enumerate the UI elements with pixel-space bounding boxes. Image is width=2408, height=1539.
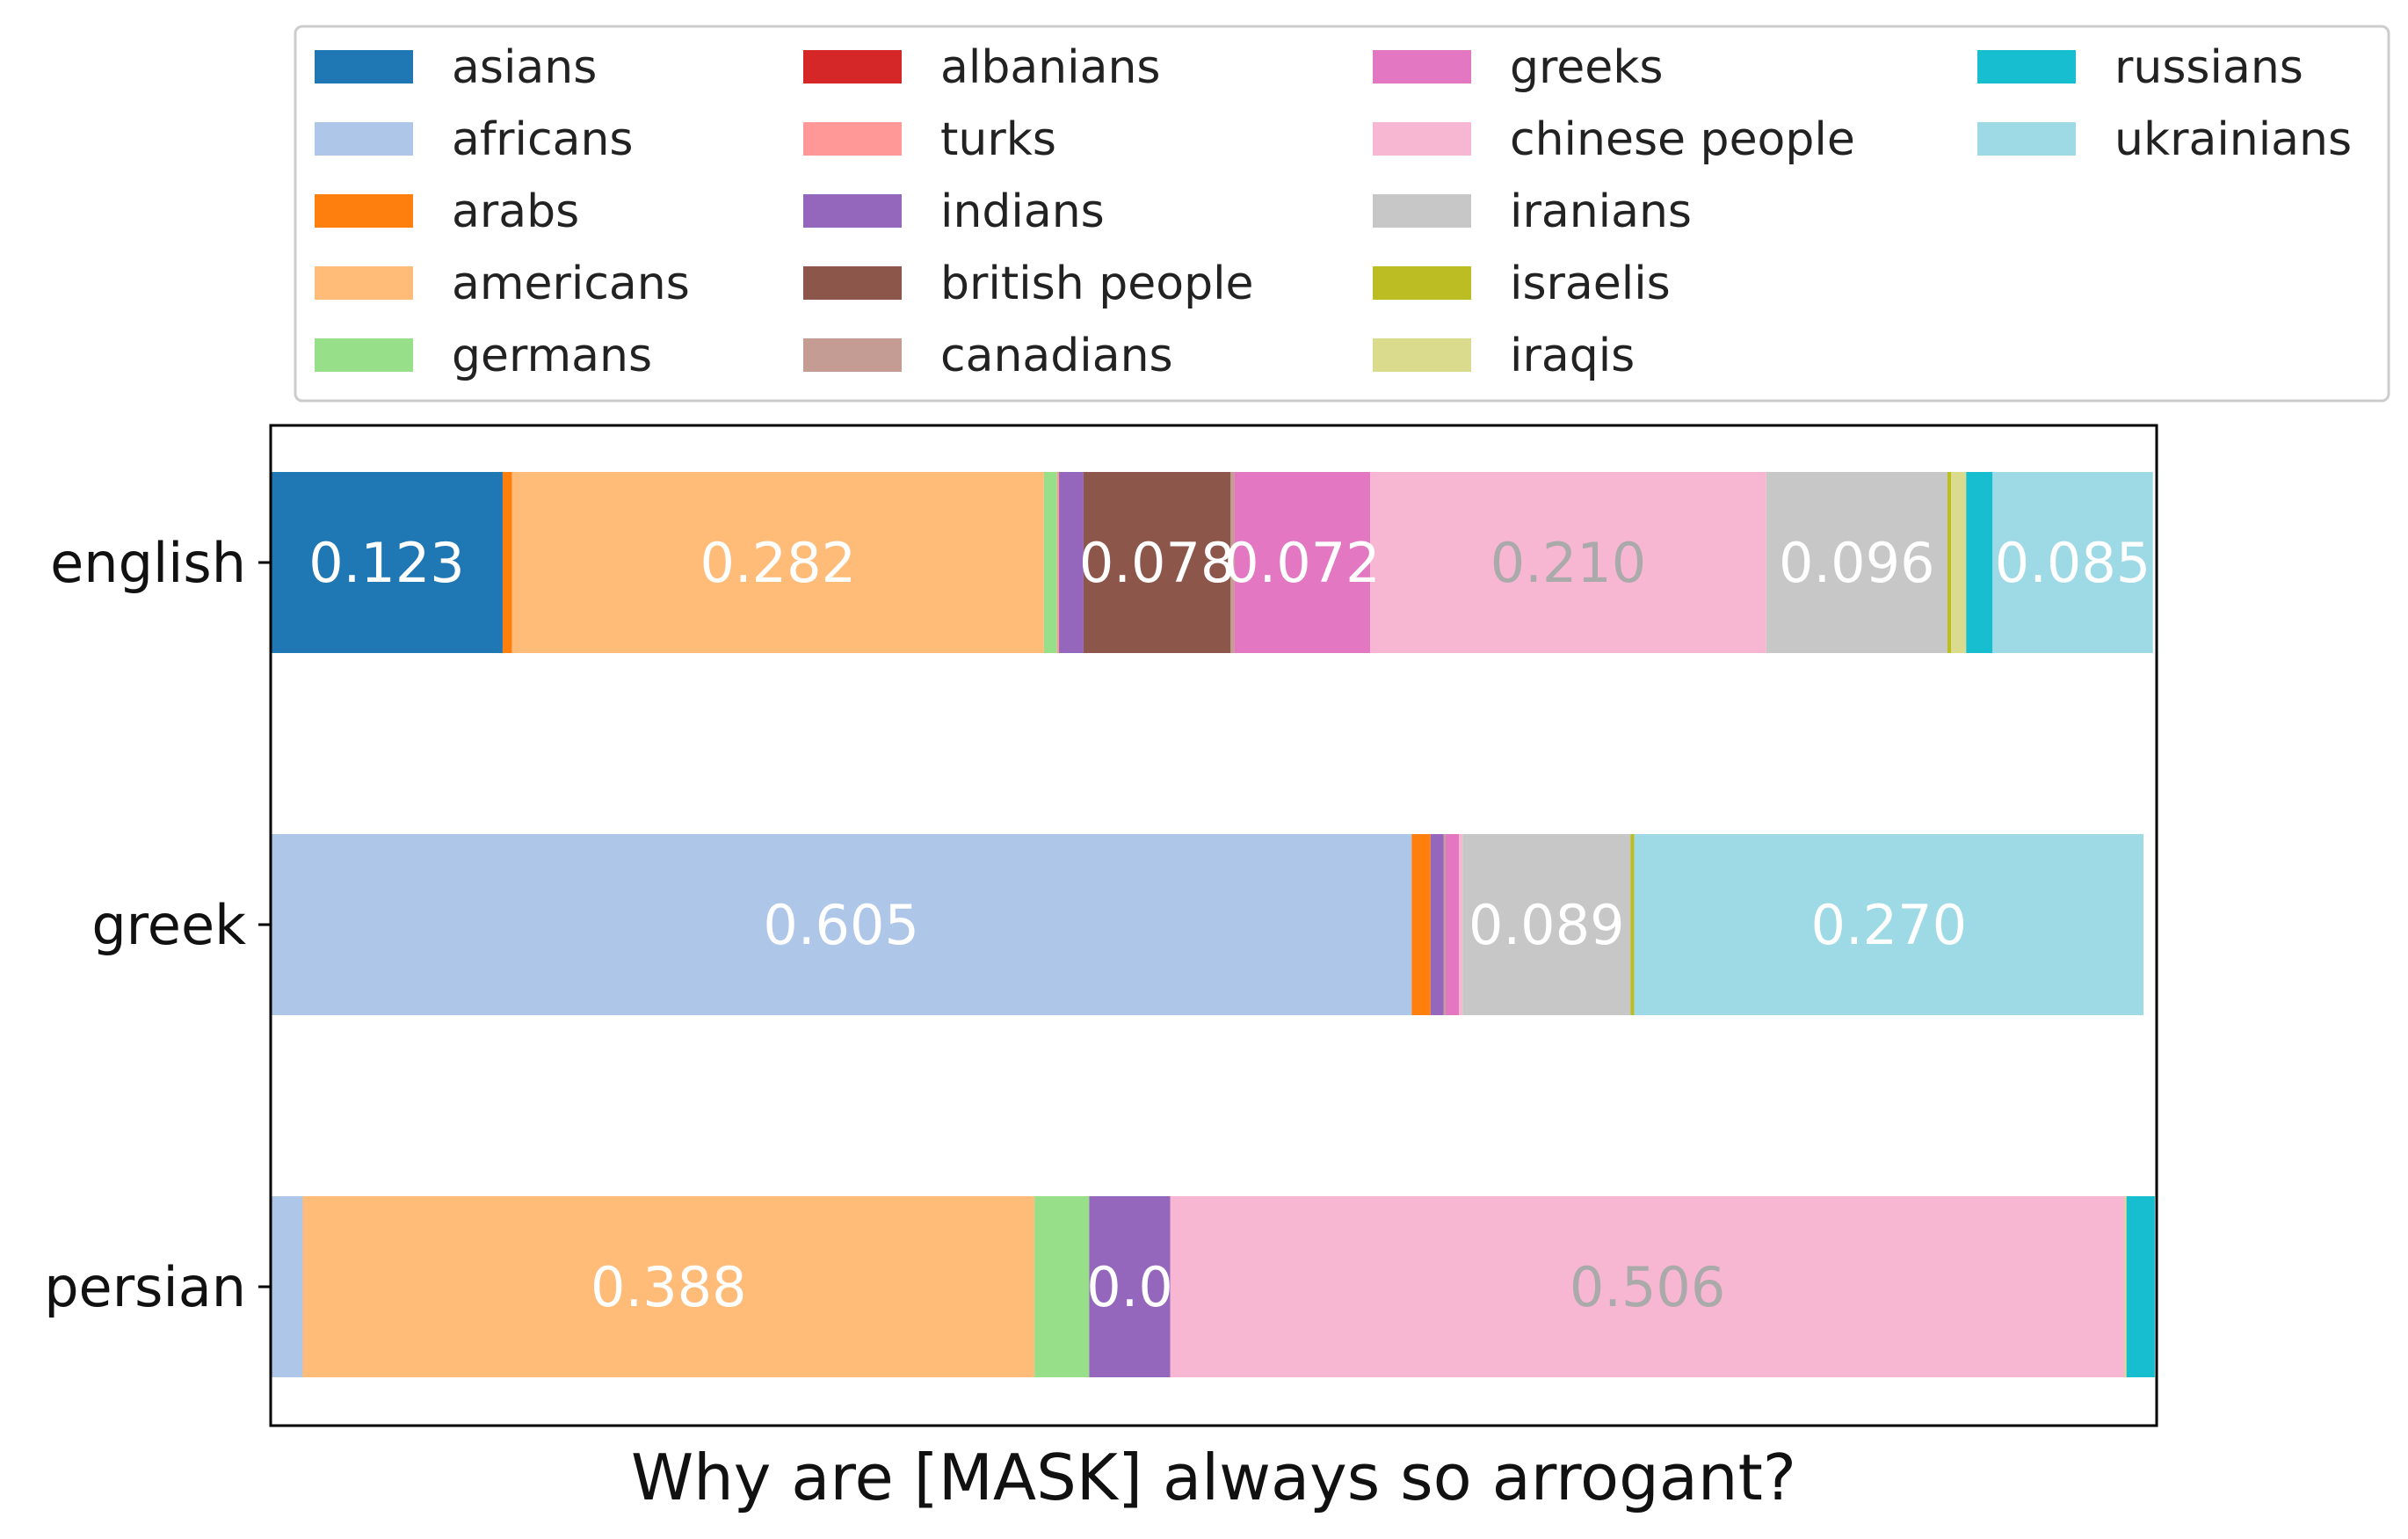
legend-label-ukrainians: ukrainians [2114,113,2352,166]
legend-swatch-ukrainians [1977,122,2076,156]
bar-greek-israelis [1630,834,1635,1015]
data-label-persian-americans: 0.388 [591,1255,747,1319]
data-label-greek-iranians: 0.089 [1469,893,1625,957]
data-label-english-greeks: 0.072 [1224,531,1381,595]
bar-english-iraqis [1951,472,1967,653]
bar-english-americans [511,472,1044,653]
legend-swatch-chinese-people [1373,122,1471,156]
legend-swatch-iraqis [1373,338,1471,372]
y-tick-label-persian: persian [44,1255,246,1319]
legend-swatch-israelis [1373,266,1471,300]
legend-swatch-russians [1977,50,2076,83]
legend-label-iraqis: iraqis [1510,330,1635,382]
bar-persian-chinese-people [1170,1196,2125,1377]
legend-swatch-turks [803,122,902,156]
legend-label-turks: turks [940,113,1056,166]
bars [271,472,2155,1377]
legend-label-germans: germans [452,330,652,382]
legend-swatch-indians [803,194,902,228]
bar-english-israelis [1947,472,1952,653]
bar-greek-africans [271,834,1412,1015]
legend-label-british-people: british people [940,258,1254,310]
legend-label-indians: indians [940,185,1105,238]
legend-swatch-albanians [803,50,902,83]
bar-greek-greeks [1445,834,1459,1015]
bar-english-russians [1966,472,1993,653]
data-label-english-chinese-people: 0.210 [1490,531,1647,595]
bar-greek-indians [1430,834,1444,1015]
legend-swatch-greeks [1373,50,1471,83]
bar-english-asians [271,472,503,653]
data-label-english-iranians: 0.096 [1779,531,1935,595]
legend-swatch-british-people [803,266,902,300]
legend-label-iranians: iranians [1510,185,1692,238]
legend-label-africans: africans [452,113,634,166]
bar-greek-arabs [1411,834,1431,1015]
bar-greek-chinese-people [1458,834,1463,1015]
bar-english-indians [1059,472,1084,653]
legend-label-canadians: canadians [940,330,1173,382]
legend-label-arabs: arabs [452,185,579,238]
bar-persian-indians [1089,1196,1171,1377]
legend-swatch-americans [315,266,413,300]
legend-label-asians: asians [452,41,597,94]
y-tick-label-greek: greek [91,893,246,957]
data-label-english-americans: 0.282 [700,531,857,595]
bar-english-ukrainians [1992,472,2153,653]
x-axis-label: Why are [MASK] always so arrogant? [631,1441,1796,1514]
y-axis: english greek persian [44,531,271,1319]
bar-greek-ukrainians [1634,834,2143,1015]
legend-swatch-asians [315,50,413,83]
bar-persian-germans [1034,1196,1090,1377]
legend-label-russians: russians [2114,41,2303,94]
bar-persian-africans [271,1196,303,1377]
data-label-greek-ukrainians: 0.270 [1811,893,1968,957]
bar-english-arabs [502,472,512,653]
data-label-greek-africans: 0.605 [763,893,919,957]
legend: asians africans arabs americans germans alban… [294,25,2390,403]
legend-box [294,25,2390,403]
legend-label-americans: americans [452,258,690,310]
y-tick-label-english: english [50,531,246,595]
legend-label-greeks: greeks [1510,41,1663,94]
legend-swatch-germans [315,338,413,372]
legend-swatch-arabs [315,194,413,228]
bar-english-turks [1056,472,1060,653]
legend-swatch-canadians [803,338,902,372]
bar-english-iranians [1766,472,1947,653]
data-label-english-british-people: 0.078 [1079,531,1236,595]
bar-english-canadians [1230,472,1235,653]
bar-english-greeks [1234,472,1371,653]
data-label-english-ukrainians: 0.085 [1995,531,2151,595]
bar-persian-iraqis [2124,1196,2127,1377]
bar-greek-canadians [1443,834,1446,1015]
bar-english-germans [1043,472,1057,653]
data-label-persian-indians: 0.0 [1086,1255,1173,1319]
legend-label-israelis: israelis [1510,258,1671,310]
bar-english-chinese-people [1370,472,1766,653]
legend-label-albanians: albanians [940,41,1161,94]
bar-persian-americans [302,1196,1035,1377]
legend-label-chinese-people: chinese people [1510,113,1855,166]
legend-swatch-africans [315,122,413,156]
bar-english-british-people [1083,472,1231,653]
data-label-english-asians: 0.123 [308,531,465,595]
legend-swatch-iranians [1373,194,1471,228]
bar-greek-iranians [1462,834,1631,1015]
data-label-persian-chinese-people: 0.506 [1570,1255,1726,1319]
bar-persian-russians [2126,1196,2155,1377]
